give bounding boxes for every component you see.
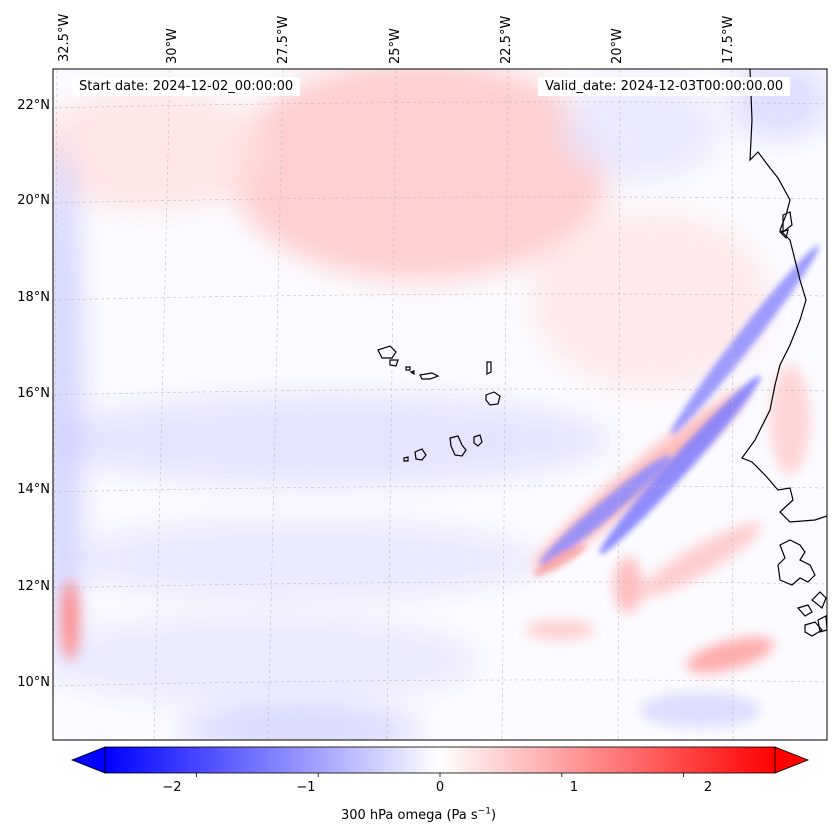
cbar-tick-label-neg1: −1 <box>296 780 316 795</box>
colorbar-label: 300 hPa omega (Pa s−1) <box>0 806 837 823</box>
start-date-label: Start date: 2024-12-02_00:00:00 <box>72 77 301 96</box>
africa-coastline <box>741 69 827 523</box>
colorbar-label-main: 300 hPa omega (Pa s <box>340 808 478 823</box>
lat-label-20n: 20°N <box>17 193 50 208</box>
colorbar-label-exponent: −1 <box>477 806 491 817</box>
lon-label-17-5w: 17.5°W <box>721 15 736 64</box>
ascent-west-edge <box>53 140 80 660</box>
omega-field <box>53 69 827 740</box>
lon-label-32-5w: 32.5°W <box>57 13 72 62</box>
cbar-tick-label-0: 0 <box>435 780 445 795</box>
ascent-band-coastal <box>670 245 820 435</box>
subsidence-southwest-spot <box>60 580 80 660</box>
coastline <box>741 69 827 637</box>
colorbar-extend-right <box>774 746 810 774</box>
lat-label-16n: 16°N <box>17 386 50 401</box>
map-frame <box>52 68 828 741</box>
subsidence-north <box>230 69 610 280</box>
lat-label-10n: 10°N <box>17 675 50 690</box>
ascent-band-southwest <box>539 454 671 566</box>
cbar-tick-label-1: 1 <box>569 780 579 795</box>
lon-label-27-5w: 27.5°W <box>276 15 291 64</box>
cape-verde-islands <box>377 345 501 462</box>
valid-date-label: Valid_date: 2024-12-03T00:00:00.00 <box>538 77 791 96</box>
graticule <box>53 69 827 740</box>
lat-label-18n: 18°N <box>17 290 50 305</box>
lon-label-22-5w: 22.5°W <box>499 15 514 64</box>
lon-label-30w: 30°W <box>165 28 180 64</box>
lon-label-20w: 20°W <box>610 28 625 64</box>
lon-label-25w: 25°W <box>388 28 403 64</box>
lat-label-22n: 22°N <box>17 98 50 113</box>
colorbar-extend-left <box>70 746 106 774</box>
ascent-band-central <box>599 375 761 555</box>
subsidence-south-coast <box>686 637 774 673</box>
lat-label-12n: 12°N <box>17 579 50 594</box>
colorbar-label-close: ) <box>490 808 497 823</box>
cbar-tick-label-2: 2 <box>703 780 713 795</box>
lat-label-14n: 14°N <box>17 482 50 497</box>
cbar-tick-label-neg2: −2 <box>162 780 182 795</box>
colorbar-body <box>104 746 776 774</box>
colorbar <box>70 746 810 777</box>
weak-ascent-belt <box>53 395 610 485</box>
